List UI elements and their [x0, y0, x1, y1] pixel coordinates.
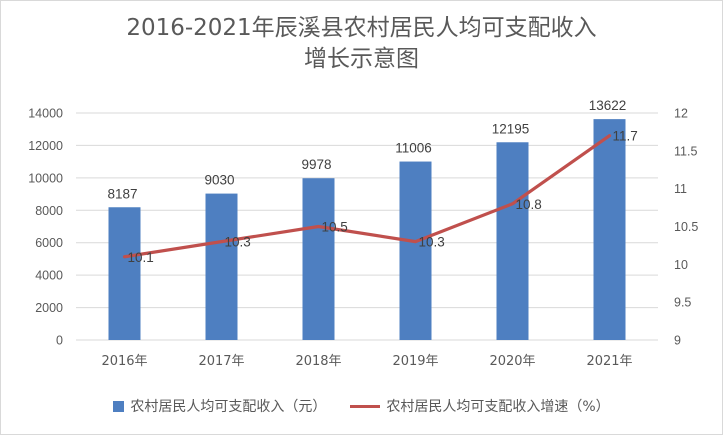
x-tick-label: 2017年	[198, 354, 244, 369]
chart-title-line-2: 增长示意图	[304, 46, 419, 72]
y-tick-label: 4000	[35, 269, 63, 283]
growth-line	[122, 134, 612, 259]
y2-tick-label: 11.5	[674, 144, 697, 158]
y2-tick-label: 10	[674, 258, 688, 272]
y2-tick-label: 10.5	[674, 220, 698, 234]
line-value-label: 10.3	[225, 235, 251, 250]
line-value-label: 11.7	[613, 129, 638, 144]
line-value-label: 10.5	[322, 220, 348, 235]
legend-income-label: 农村居民人均可支配收入（元）	[130, 399, 327, 415]
bar-value-label: 11006	[395, 141, 432, 156]
bar-value-label: 9978	[301, 157, 331, 172]
x-tick-label: 2016年	[101, 354, 147, 369]
bar-value-label: 13622	[589, 98, 627, 113]
line-value-label: 10.3	[419, 235, 445, 250]
x-tick-label: 2019年	[392, 354, 438, 369]
chart-title-line-1: 2016-2021年辰溪县农村居民人均可支配收入	[126, 15, 597, 41]
line-value-label: 10.1	[128, 250, 154, 265]
y-tick-label: 14000	[28, 107, 63, 121]
bar	[496, 142, 529, 340]
y2-tick-label: 11	[674, 182, 687, 196]
x-tick-label: 2018年	[295, 354, 341, 369]
y2-tick-label: 9	[674, 334, 681, 348]
legend-item-income: 农村居民人均可支配收入（元）	[113, 396, 326, 416]
legend-bar-swatch	[113, 400, 125, 412]
bar	[399, 161, 432, 340]
legend-item-growth: 农村居民人均可支配收入增速（%）	[350, 396, 610, 416]
bar	[302, 178, 335, 340]
bar	[205, 193, 238, 340]
bar-value-label: 9030	[204, 173, 234, 188]
y-tick-label: 12000	[28, 139, 63, 153]
line-value-label: 10.8	[516, 197, 542, 212]
y-tick-label: 10000	[28, 171, 63, 185]
y-tick-label: 2000	[35, 301, 63, 315]
x-tick-label: 2020年	[489, 354, 535, 369]
bar	[593, 119, 626, 340]
chart-legend: 农村居民人均可支配收入（元） 农村居民人均可支配收入增速（%）	[1, 394, 722, 418]
legend-growth-label: 农村居民人均可支配收入增速（%）	[386, 399, 610, 415]
y2-tick-label: 12	[674, 107, 688, 121]
x-tick-label: 2021年	[586, 354, 632, 369]
bar-value-label: 12195	[492, 121, 530, 136]
bar	[108, 207, 141, 340]
y-tick-label: 8000	[35, 204, 63, 218]
y2-tick-label: 9.5	[674, 296, 691, 310]
bar-value-label: 8187	[107, 186, 137, 201]
legend-line-swatch	[350, 404, 381, 408]
chart-title: 2016-2021年辰溪县农村居民人均可支配收入 增长示意图	[1, 13, 722, 75]
y-tick-label: 6000	[35, 236, 63, 250]
y-tick-label: 0	[56, 334, 63, 348]
